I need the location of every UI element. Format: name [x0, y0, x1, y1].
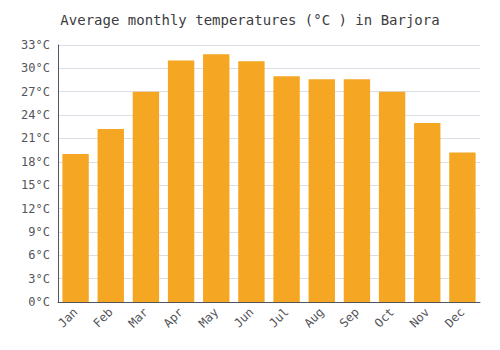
svg-text:Jun: Jun [231, 305, 256, 330]
svg-text:Jul: Jul [266, 305, 291, 330]
svg-text:Mar: Mar [126, 305, 151, 330]
svg-text:Average monthly temperatures (: Average monthly temperatures (°C ) in Ba… [60, 12, 439, 28]
svg-text:Apr: Apr [161, 305, 186, 330]
svg-text:Nov: Nov [407, 305, 432, 330]
svg-text:30°C: 30°C [21, 61, 50, 75]
svg-text:21°C: 21°C [21, 131, 50, 145]
svg-text:Jan: Jan [55, 305, 80, 330]
svg-text:Aug: Aug [301, 305, 326, 330]
svg-text:27°C: 27°C [21, 85, 50, 99]
svg-text:33°C: 33°C [21, 38, 50, 52]
svg-text:9°C: 9°C [28, 225, 50, 239]
svg-text:May: May [196, 305, 221, 330]
svg-text:15°C: 15°C [21, 178, 50, 192]
svg-text:12°C: 12°C [21, 202, 50, 216]
svg-text:Dec: Dec [442, 305, 467, 330]
svg-text:0°C: 0°C [28, 295, 50, 309]
svg-text:18°C: 18°C [21, 155, 50, 169]
svg-text:Sep: Sep [337, 305, 362, 330]
svg-text:6°C: 6°C [28, 248, 50, 262]
svg-text:24°C: 24°C [21, 108, 50, 122]
svg-text:3°C: 3°C [28, 272, 50, 286]
svg-text:Oct: Oct [372, 305, 397, 330]
svg-text:Feb: Feb [90, 305, 115, 330]
